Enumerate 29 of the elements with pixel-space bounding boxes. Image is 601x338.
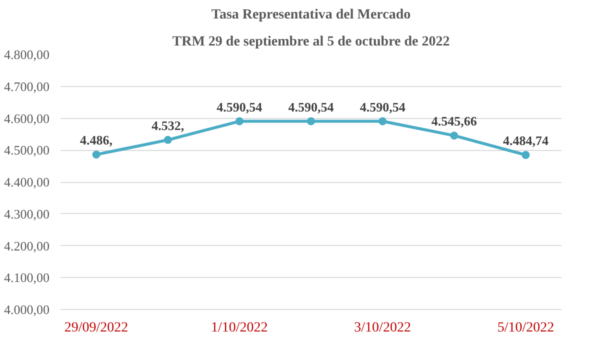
- y-tick-label: 4.600,00: [4, 110, 50, 126]
- x-tick-label: 29/09/2022: [64, 320, 128, 336]
- point: [164, 136, 172, 144]
- y-tick-label: 4.500,00: [4, 142, 50, 158]
- data-label: 4.532,: [152, 118, 184, 133]
- x-tick-label: 1/10/2022: [211, 320, 268, 336]
- point: [92, 150, 100, 159]
- x-tick-label: 3/10/2022: [354, 320, 411, 336]
- chart-title: Tasa Representativa del Mercado: [211, 8, 411, 22]
- y-tick-label: 4.200,00: [4, 238, 50, 254]
- data-label: 4.590,54: [288, 99, 334, 114]
- data-label: 4.545,66: [431, 114, 478, 129]
- data-label: 4.590,54: [216, 99, 263, 114]
- y-tick-label: 4.400,00: [4, 174, 50, 190]
- data-label: 4.590,54: [360, 99, 406, 114]
- y-tick-label: 4.000,00: [4, 302, 50, 317]
- x-tick-label: 5/10/2022: [497, 320, 554, 336]
- point: [450, 132, 458, 140]
- data-label: 4.484,74: [502, 132, 549, 148]
- y-tick-label: 4.300,00: [4, 206, 50, 222]
- point: [307, 117, 315, 126]
- y-tick-label: 4.700,00: [4, 78, 50, 94]
- y-tick-label: 4.800,00: [4, 47, 50, 62]
- data-label: 4.486,: [80, 132, 113, 148]
- chart-subtitle: TRM 29 de septiembre al 5 de octubre de 2022: [172, 34, 450, 50]
- point: [378, 117, 387, 126]
- y-tick-label: 4.100,00: [4, 270, 50, 286]
- point: [235, 117, 244, 126]
- point: [522, 150, 530, 159]
